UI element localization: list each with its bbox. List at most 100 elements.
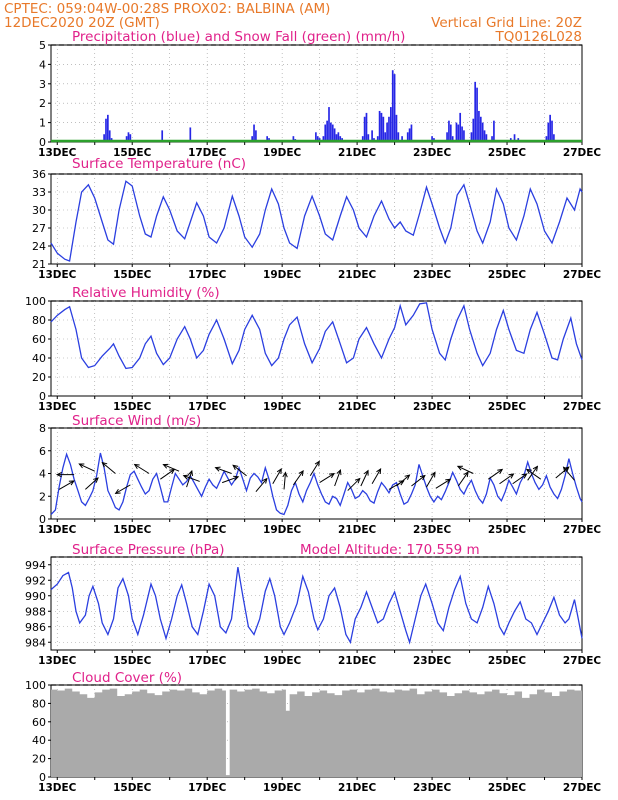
y-tick-label: 0 (39, 390, 46, 403)
wind-arrow-head (214, 466, 221, 472)
wind-arrow (563, 466, 575, 481)
precip-bar (189, 127, 192, 142)
y-tick-label: 24 (32, 240, 46, 253)
wind-arrow (163, 464, 180, 472)
wind-arrow-head (521, 473, 528, 479)
y-tick-label: 994 (25, 559, 46, 572)
wind-arrow-head (282, 471, 288, 478)
wind-arrow (411, 475, 426, 487)
cloud-cover-area (51, 688, 582, 777)
wind-arrow (426, 472, 436, 488)
x-tick-label: 15DEC (113, 782, 152, 794)
x-tick-label: 17DEC (188, 269, 227, 281)
precip-bar (292, 136, 295, 142)
wind-arrow-head (430, 471, 436, 478)
precip-bar (457, 124, 460, 142)
precip-bar (410, 124, 413, 142)
precip-bar (545, 136, 548, 142)
precip-bar (367, 134, 370, 142)
precip-bar (408, 128, 411, 142)
precip-bar (322, 136, 325, 142)
header-grid-note: Vertical Grid Line: 20Z (431, 15, 582, 31)
wind-arrow (499, 473, 514, 485)
wind-arrow (512, 473, 527, 485)
x-tick-label: 23DEC (413, 524, 452, 536)
x-tick-label: 23DEC (413, 782, 452, 794)
precip-bar (474, 81, 477, 142)
precip-bar (551, 120, 553, 142)
wind-arrow (215, 467, 232, 474)
precip-bar (326, 120, 328, 142)
precip-bar (127, 132, 130, 142)
wind-arrow-head (336, 468, 342, 476)
wind-arrow-head (262, 477, 268, 484)
wind-arrow-head (133, 463, 140, 469)
precip-bar (449, 124, 452, 142)
wind-arrow-head (329, 472, 336, 479)
wind-arrow (186, 470, 193, 488)
wind-arrow-head (55, 472, 62, 478)
precip-bar (105, 118, 107, 142)
x-tick-label: 19DEC (263, 401, 302, 413)
x-tick-label: 23DEC (413, 401, 452, 413)
x-tick-label: 27DEC (563, 269, 602, 281)
precip-bar (388, 116, 390, 142)
precip-bar (384, 132, 387, 142)
y-tick-label: 2 (39, 97, 46, 110)
precip-bar (361, 136, 364, 142)
wind-arrow (292, 470, 304, 486)
y-tick-label: 5 (39, 39, 46, 52)
x-tick-label: 27DEC (563, 401, 602, 413)
x-tick-label: 27DEC (563, 655, 602, 667)
y-tick-label: 33 (32, 186, 46, 199)
precip-bar (483, 130, 486, 142)
y-tick-label: 27 (32, 222, 46, 235)
x-tick-label: 13DEC (38, 782, 77, 794)
wind-arrow-head (93, 477, 99, 483)
wind-arrow (102, 462, 116, 474)
wind-arrow (360, 470, 369, 487)
x-tick-label: 25DEC (488, 401, 527, 413)
y-tick-label: 21 (32, 258, 46, 271)
precip-bar (253, 124, 255, 142)
precip-bar (391, 70, 394, 142)
x-tick-label: 19DEC (263, 269, 302, 281)
wind-arrow (334, 469, 341, 487)
y-tick-label: 0 (39, 136, 46, 149)
wind-arrow (79, 463, 95, 472)
x-tick-label: 25DEC (488, 269, 527, 281)
series-line (50, 452, 583, 516)
y-tick-label: 100 (25, 679, 46, 692)
wind-arrow (457, 471, 469, 487)
precip-bar (251, 136, 254, 142)
x-tick-label: 17DEC (188, 401, 227, 413)
wind-arrow-head (68, 480, 75, 486)
header-line1: CPTEC: 059:04W-00:28S PROX02: BALBINA (A… (4, 1, 330, 17)
precip-bar (393, 74, 396, 142)
precip-bar (266, 136, 268, 142)
wind-arrow (457, 465, 474, 474)
series-line (50, 566, 583, 645)
x-tick-label: 17DEC (188, 147, 227, 159)
precip-bar (328, 107, 330, 142)
precip-bar (333, 128, 336, 142)
wind-arrow (134, 464, 150, 474)
wind-arrow-head (188, 469, 193, 477)
precip-bar (371, 130, 373, 142)
x-tick-label: 25DEC (488, 782, 527, 794)
x-tick-label: 15DEC (113, 524, 152, 536)
x-tick-label: 21DEC (338, 269, 377, 281)
x-tick-label: 13DEC (38, 524, 77, 536)
precip-bar (316, 136, 319, 142)
temperature-title: Surface Temperature (nC) (72, 156, 246, 172)
wind-arrow (222, 476, 239, 484)
precip-bar (485, 134, 488, 142)
precip-bar (553, 134, 555, 142)
y-tick-label: 3 (39, 78, 46, 91)
model-altitude: Model Altitude: 170.559 m (300, 542, 480, 558)
precip-bar (549, 114, 551, 142)
precip-bar (431, 136, 433, 142)
wind-arrow (488, 469, 503, 480)
wind-arrow-head (456, 465, 463, 471)
